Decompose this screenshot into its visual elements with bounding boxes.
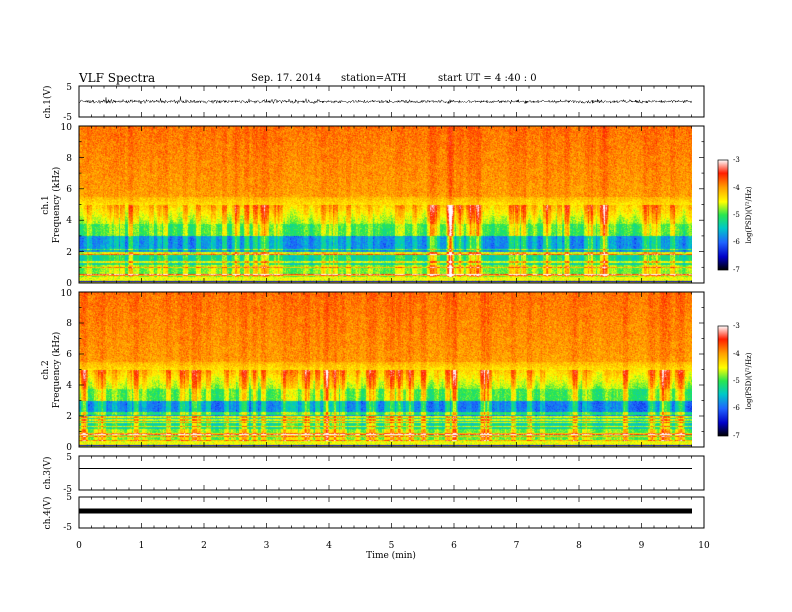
start-time-label: start UT = 4 :40 : 0 xyxy=(438,73,537,84)
xtick-label: 9 xyxy=(639,541,645,551)
ch1-waveform-trace xyxy=(78,96,692,105)
colorbar-tick-label: -5 xyxy=(733,377,740,385)
ch3-waveform-frame xyxy=(78,455,705,491)
ch4-waveform-yticks: 5 -5 xyxy=(63,493,72,533)
colorbar-tick-label: -6 xyxy=(733,404,740,412)
xtick-label: 4 xyxy=(326,541,332,551)
ytick-label: 4 xyxy=(66,216,72,226)
figure-title: VLF Spectra xyxy=(79,71,156,85)
ch1-spectrogram-ylabel-frequency: Frequency (kHz) xyxy=(51,167,62,244)
ch2-spectrogram-yticks: 0 2 4 6 8 10 xyxy=(61,289,73,453)
colorbar-tick-label: -3 xyxy=(733,322,740,330)
ch2-colorbar: -3 -4 -5 -6 -7 log(PSD)(V²/Hz) xyxy=(717,322,753,440)
x-axis-title: Time (min) xyxy=(366,550,416,561)
date-label: Sep. 17. 2014 xyxy=(251,73,322,84)
station-label: station=ATH xyxy=(341,73,407,84)
xtick-label: 3 xyxy=(264,541,270,551)
ch3-waveform-yticks: 5 -5 xyxy=(63,453,72,495)
xtick-label: 7 xyxy=(514,541,520,551)
ch1-colorbar-gradient xyxy=(717,159,729,271)
ytick-label: 2 xyxy=(66,412,72,422)
ytick-label: -5 xyxy=(63,485,72,495)
ch1-waveform-yticks: 5 -5 xyxy=(63,83,72,123)
ch2-spectrogram-image xyxy=(79,292,692,447)
axis-ticks xyxy=(78,86,705,528)
ch1-spectrogram-yticks: 0 2 4 6 8 10 xyxy=(61,123,73,289)
ytick-label: 8 xyxy=(66,319,72,329)
ch2-spectrogram-ylabel-frequency: Frequency (kHz) xyxy=(51,332,62,409)
ch3-waveform-ylabel: ch.3(V) xyxy=(42,457,53,490)
xtick-label: 10 xyxy=(698,541,710,551)
ytick-label: 0 xyxy=(66,279,72,289)
ch2-colorbar-label: log(PSD)(V²/Hz) xyxy=(745,352,753,409)
colorbar-tick-label: -6 xyxy=(733,238,740,246)
ytick-label: 10 xyxy=(61,289,73,299)
ytick-label: 6 xyxy=(66,185,72,195)
ytick-label: 6 xyxy=(66,350,72,360)
xtick-label: 6 xyxy=(451,541,457,551)
colorbar-tick-label: -7 xyxy=(733,266,740,274)
ytick-label: 5 xyxy=(66,493,72,503)
x-tick-labels: 0 1 2 3 4 5 6 7 8 9 10 xyxy=(76,541,710,551)
xtick-label: 1 xyxy=(139,541,145,551)
xtick-label: 0 xyxy=(76,541,82,551)
colorbar-tick-label: -5 xyxy=(733,211,740,219)
ytick-label: 8 xyxy=(66,154,72,164)
ch1-waveform-ylabel: ch.1(V) xyxy=(42,86,53,119)
ch1-colorbar-label: log(PSD)(V²/Hz) xyxy=(745,186,753,243)
ch1-colorbar: -3 -4 -5 -6 -7 log(PSD)(V²/Hz) xyxy=(717,156,753,274)
ch1-spectrogram-ylabel-channel: ch.1 xyxy=(41,195,51,214)
ytick-label: 5 xyxy=(66,453,72,463)
ch1-waveform-line xyxy=(78,96,692,105)
ytick-label: 0 xyxy=(66,443,72,453)
ytick-label: -5 xyxy=(63,523,72,533)
ytick-label: 4 xyxy=(66,381,72,391)
colorbar-tick-label: -3 xyxy=(733,156,740,164)
xtick-label: 2 xyxy=(201,541,207,551)
xtick-label: 8 xyxy=(576,541,582,551)
ytick-label: 10 xyxy=(61,123,73,133)
colorbar-tick-label: -4 xyxy=(733,350,740,358)
ch1-spectrogram-image xyxy=(79,126,692,283)
ch4-waveform-ylabel: ch.4(V) xyxy=(42,497,53,530)
ytick-label: 5 xyxy=(66,83,72,93)
ch2-spectrogram-ylabel-channel: ch.2 xyxy=(41,360,51,379)
colorbar-tick-label: -4 xyxy=(733,184,740,192)
colorbar-tick-label: -7 xyxy=(733,432,740,440)
xtick-label: 5 xyxy=(389,541,395,551)
ytick-label: 2 xyxy=(66,248,72,258)
ch2-colorbar-gradient xyxy=(717,325,729,437)
ytick-label: -5 xyxy=(63,113,72,123)
